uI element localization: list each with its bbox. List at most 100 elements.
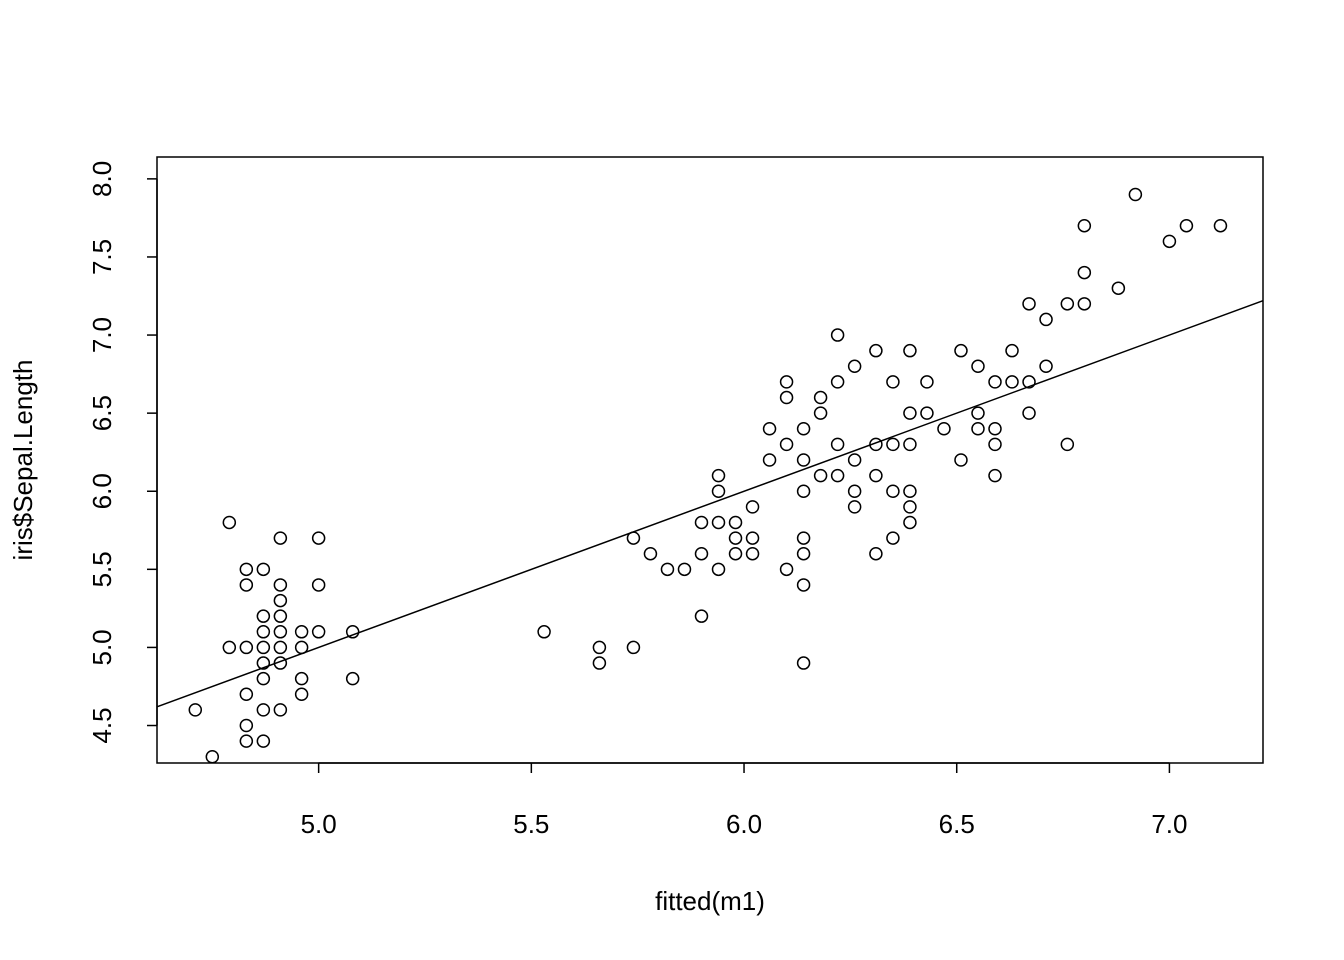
data-point [830,328,845,342]
data-point [745,546,760,561]
data-point [273,578,288,592]
data-point [222,640,237,655]
data-point [294,640,309,655]
data-point [1039,359,1053,374]
data-point [954,453,968,467]
data-point [345,625,360,639]
data-point [903,406,917,420]
data-point [779,437,794,452]
data-point [694,609,709,623]
reference-line [156,299,1264,708]
data-point [311,531,326,545]
data-point [188,703,203,717]
x-tick-label: 6.5 [939,809,975,839]
data-point [1077,297,1092,311]
y-tick-label: 6.5 [87,395,117,431]
data-point [745,500,760,514]
data-point [1022,297,1036,311]
data-point [1111,281,1126,295]
data-point [988,375,1002,389]
data-point [971,359,985,374]
data-point [256,625,271,639]
data-point [988,468,1002,483]
data-point [256,671,271,686]
data-point [937,422,951,436]
data-point [796,422,811,436]
data-point [728,515,743,530]
data-point [1077,265,1092,280]
data-point [920,406,934,420]
data-point [711,515,726,530]
data-point [592,640,607,655]
data-point [660,562,675,577]
data-point [273,640,288,655]
data-point [239,718,254,733]
data-point [988,422,1002,436]
data-point [796,531,811,545]
y-tick-label: 7.5 [87,239,117,275]
data-point [256,703,271,717]
data-point [273,625,288,639]
data-point [813,390,828,405]
x-tick-label: 7.0 [1151,809,1187,839]
data-point [222,515,237,530]
data-point [920,375,934,389]
data-point [294,687,309,702]
y-tick-label: 5.0 [87,629,117,665]
data-point [762,453,777,467]
data-point [954,343,968,358]
x-tick-label: 6.0 [726,809,762,839]
data-point [796,453,811,467]
data-point [256,656,271,670]
data-point [903,437,917,452]
data-point [256,609,271,623]
data-point [779,375,794,389]
data-point [847,453,862,467]
reference-line-layer [156,299,1264,708]
data-point [745,531,760,545]
data-point [1077,218,1092,233]
data-point [1022,375,1036,389]
data-point [256,734,271,748]
data-point [1213,218,1228,233]
data-point [847,500,862,514]
data-point [903,343,917,358]
data-point [1022,406,1036,420]
data-point [273,656,288,670]
x-tick-label: 5.5 [513,809,549,839]
data-point [762,422,777,436]
data-point [886,531,900,545]
data-point [239,640,254,655]
data-point [779,562,794,577]
y-tick-label: 5.5 [87,551,117,587]
data-point [711,562,726,577]
data-point [813,468,828,483]
data-point [728,531,743,545]
data-point [1060,297,1075,311]
data-point [847,484,862,498]
data-point [1060,437,1075,452]
data-point [273,609,288,623]
data-point [1039,312,1053,327]
data-point [677,562,692,577]
data-point [869,468,883,483]
data-point [971,406,985,420]
data-point [239,734,254,748]
data-point [1005,343,1019,358]
data-point [830,437,845,452]
data-point [1005,375,1019,389]
x-tick-label: 5.0 [301,809,337,839]
data-point [256,562,271,577]
data-point [886,375,900,389]
y-axis-label: iris$Sepal.Length [8,360,38,561]
data-point [239,562,254,577]
data-point [869,343,883,358]
data-point [711,468,726,483]
data-point [592,656,607,670]
data-point [869,437,883,452]
data-point [1179,218,1194,233]
y-tick-label: 4.5 [87,707,117,743]
x-axis-label: fitted(m1) [655,886,765,916]
data-point [345,671,360,686]
